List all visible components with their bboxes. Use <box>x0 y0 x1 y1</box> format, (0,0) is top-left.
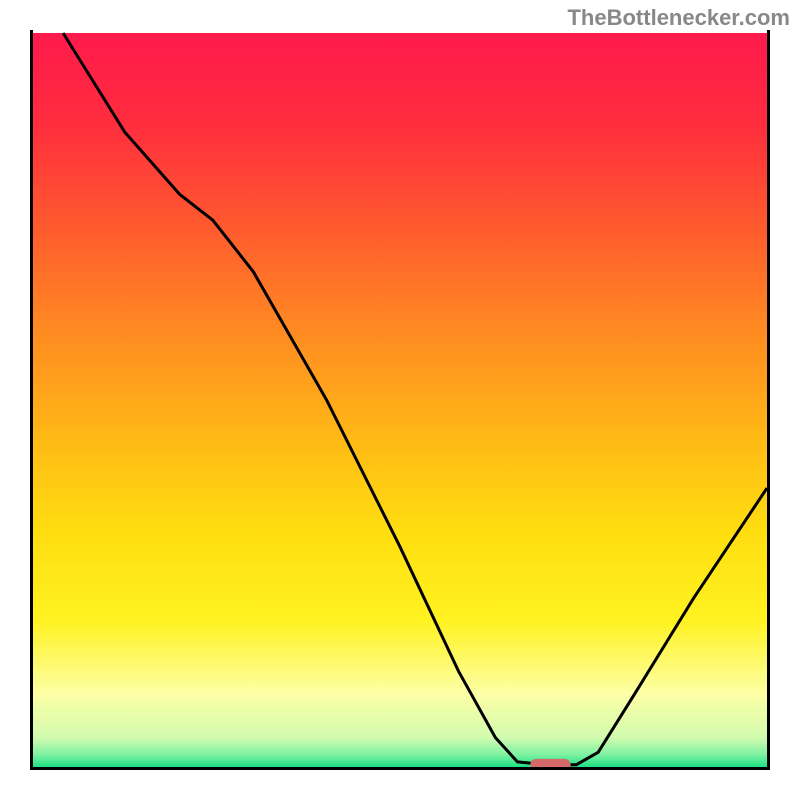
bottleneck-chart <box>30 30 770 770</box>
chart-svg <box>30 30 770 770</box>
chart-container: TheBottlenecker.com <box>0 0 800 800</box>
watermark-text: TheBottlenecker.com <box>567 5 790 31</box>
